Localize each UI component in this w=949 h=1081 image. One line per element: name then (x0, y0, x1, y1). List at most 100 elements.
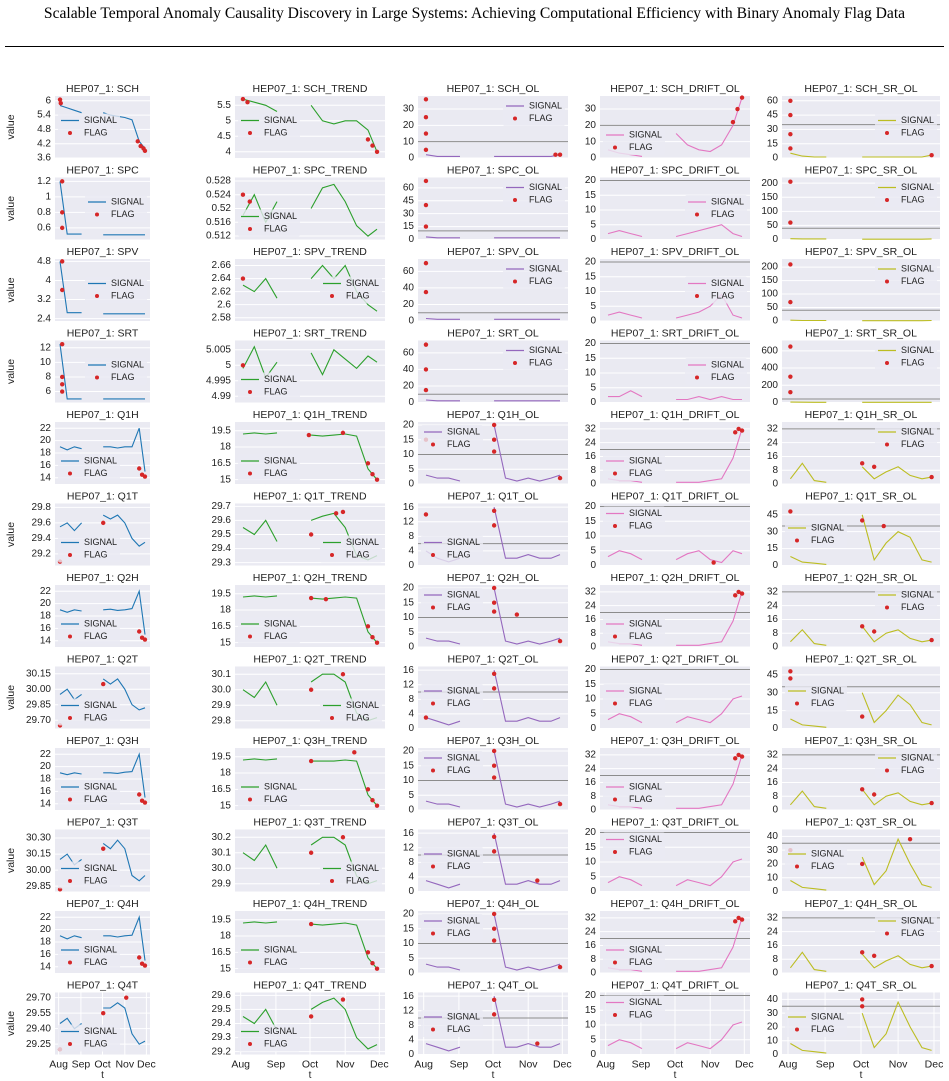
legend-label: FLAG (84, 712, 108, 722)
legend-marker (613, 524, 617, 528)
flag-point (308, 1014, 314, 1019)
y-tick-label: 30.15 (26, 849, 51, 860)
y-tick-label: 30 (767, 687, 779, 698)
flag-point (124, 995, 129, 1000)
flag-point (59, 179, 65, 184)
legend-marker (885, 605, 889, 610)
signal-line (59, 446, 82, 451)
y-tick-label: 4 (45, 275, 51, 286)
subplot-title: HEP07_1: Q4T (67, 979, 139, 991)
y-tick-label: 20 (403, 420, 415, 431)
legend-marker (248, 227, 252, 231)
y-tick-label: 5 (408, 627, 414, 638)
x-axis-label: t (309, 1070, 312, 1081)
signal-line (790, 880, 827, 891)
y-tick-label: 0 (408, 234, 414, 245)
legend-marker (431, 701, 435, 706)
y-tick-label: 0 (772, 968, 778, 979)
legend-label: FLAG (811, 861, 835, 871)
y-tick-label: 0 (590, 397, 596, 408)
signal-line (425, 717, 461, 726)
y-tick-label: 12 (403, 1005, 415, 1016)
y-tick-label: 14 (40, 635, 52, 646)
subplot: HEP07_1: Q2T_DRIFT_OL 0 5 10 15 20 SIGNAL FLAG (585, 653, 750, 734)
subplot-title: HEP07_1: Q2T_SR_OL (805, 653, 917, 665)
subplot-title: HEP07_1: Q1H_TREND (253, 409, 368, 421)
y-tick-label: 0 (408, 397, 414, 408)
y-tick-label: 22 (40, 912, 52, 923)
y-tick-label: 2.4 (37, 313, 51, 324)
legend-label: SIGNAL (264, 781, 297, 791)
y-tick-label: 30 (403, 104, 415, 115)
subplot: HEP07_1: Q2H_OL 0 5 10 15 20 SIGNAL FLAG (403, 572, 568, 653)
legend-label: FLAG (529, 357, 553, 367)
y-tick-label: 29.70 (26, 715, 51, 726)
y-tick-label: 5 (590, 545, 596, 556)
y-tick-label: 16 (585, 777, 597, 788)
legend: SIGNAL FLAG (603, 506, 665, 534)
signal-line (862, 154, 932, 158)
flag-point (730, 119, 736, 125)
y-tick-label: 0 (590, 642, 596, 653)
y-tick-label: 0 (772, 642, 778, 653)
y-tick-label: 29.6 (212, 990, 232, 1001)
y-tick-label: 20 (767, 859, 779, 870)
subplot: HEP07_1: Q3T_TREND 29.9 30.0 30.1 30.2 SIGNAL… (212, 816, 385, 892)
legend-label: SIGNAL (811, 1011, 844, 1021)
y-tick-label: 1 (45, 192, 51, 203)
y-tick-label: 29.6 (212, 515, 232, 526)
y-tick-label: 5 (225, 115, 231, 126)
legend: SIGNAL FLAG (603, 995, 665, 1023)
subplot: HEP07_1: Q1H_SR_OL 0 8 16 24 32 SIGNAL FLAG (767, 409, 940, 490)
y-tick-label: 18 (40, 937, 52, 948)
legend: SIGNAL FLAG (421, 751, 483, 778)
flag-point (788, 131, 793, 137)
legend-marker (513, 361, 517, 365)
y-tick-label: 15 (585, 271, 597, 282)
signal-line (59, 344, 82, 400)
subplot-title: HEP07_1: SRT_DRIFT_OL (611, 327, 739, 339)
subplot-title: HEP07_1: SPV (67, 246, 139, 258)
flag-point (491, 763, 497, 768)
signal-line (676, 591, 743, 646)
x-tick-label: Oct (485, 1058, 501, 1070)
legend: SIGNAL FLAG (85, 358, 147, 385)
subplot: HEP07_1: Q3H_TREND 15 16.5 18 19.5 SIGNAL FLAG (212, 735, 385, 811)
legend-label: SIGNAL (629, 781, 662, 791)
y-tick-label: 32 (585, 913, 597, 924)
y-tick-label: 0.8 (37, 207, 51, 218)
signal-line (675, 858, 743, 887)
x-tick-label: Nov (115, 1058, 134, 1070)
y-tick-label: 15 (585, 1005, 597, 1016)
legend-label: SIGNAL (901, 263, 934, 273)
legend-marker (431, 1027, 435, 1032)
signal-line (242, 758, 278, 761)
signal-line (861, 1000, 932, 1051)
legend-marker (248, 471, 252, 476)
flag-point (101, 846, 106, 851)
legend: SIGNAL FLAG (58, 454, 120, 481)
legend: SIGNAL FLAG (603, 832, 665, 860)
y-tick-label: 0 (590, 560, 596, 571)
y-tick-label: 29.85 (26, 881, 51, 892)
y-tick-label: 22 (40, 423, 52, 434)
signal-line (425, 637, 461, 645)
subplot: HEP07_1: SCH_TREND 4 4.5 5 5.5 SIGNAL FLAG (217, 83, 385, 158)
y-tick-label: 10 (403, 775, 415, 786)
signal-line (242, 277, 278, 299)
y-tick-label: 20 (585, 501, 597, 512)
y-tick-label: 2.64 (212, 273, 232, 284)
flag-point (859, 461, 865, 466)
signal-line (607, 713, 643, 724)
subplot: HEP07_1: Q1H_DRIFT_OL 0 8 16 24 32 SIGNAL FLAG (585, 409, 750, 490)
x-tick-label: Nov (519, 1058, 538, 1070)
y-tick-label: 40 (403, 283, 415, 294)
subplot-title: HEP07_1: Q4H_SR_OL (805, 898, 918, 910)
legend-label: SIGNAL (629, 129, 662, 139)
y-tick-label: 16.5 (212, 784, 232, 795)
subplot-title: HEP07_1: SRT_SR_OL (805, 327, 917, 339)
flag-point (142, 963, 148, 968)
subplot-title: HEP07_1: SPC_DRIFT_OL (611, 164, 740, 176)
legend-label: SIGNAL (447, 752, 480, 762)
